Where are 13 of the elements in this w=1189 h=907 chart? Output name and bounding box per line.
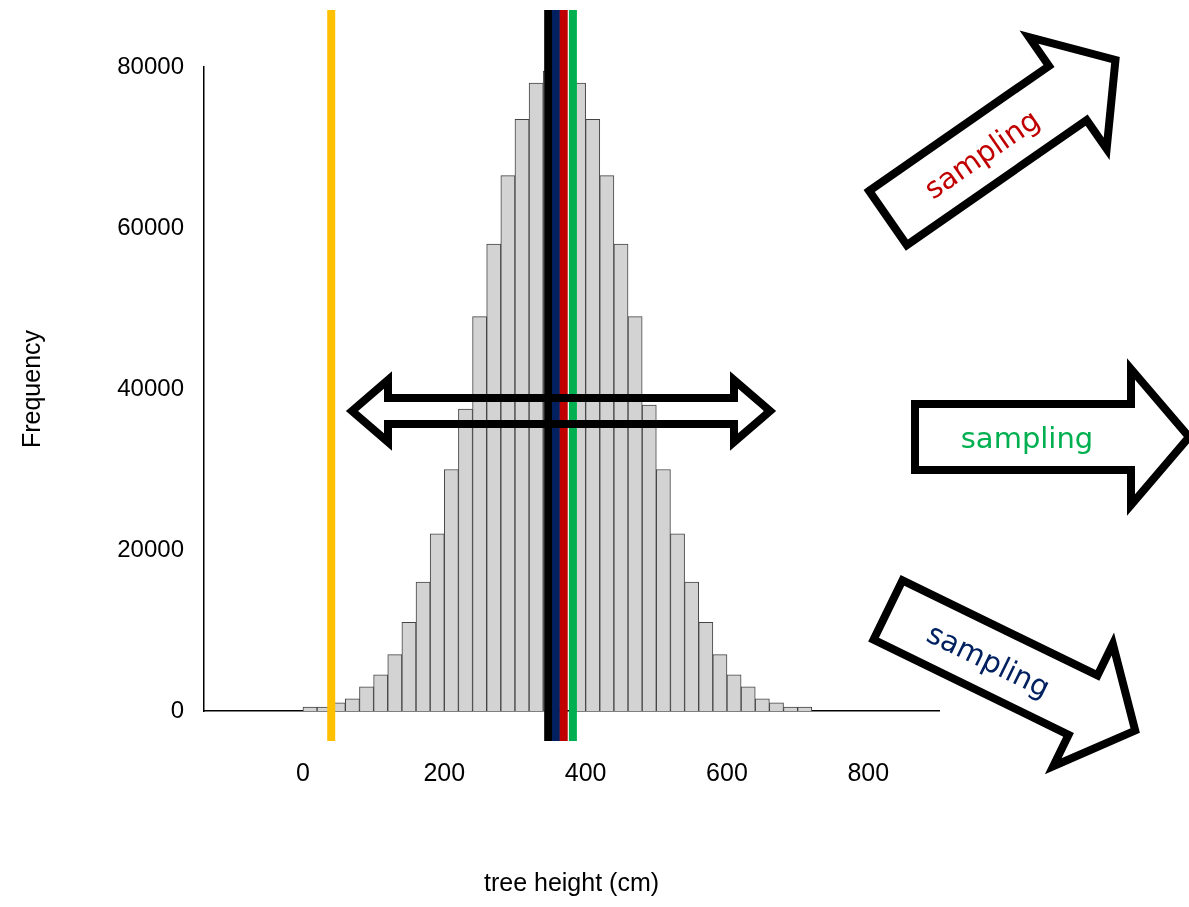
y-tick-label: 60000 (117, 212, 184, 240)
y-tick-label: 40000 (117, 373, 184, 401)
text: sampling (960, 421, 1094, 455)
y-tick-label: 0 (170, 695, 184, 723)
x-tick-label: 200 (423, 757, 466, 786)
x-tick-label: 0 (295, 757, 310, 786)
x-tick-label: 400 (564, 757, 607, 786)
x-tick-label: 800 (847, 757, 890, 786)
x-tick-label: 600 (706, 757, 748, 786)
x-axis-title: tree height (cm) (483, 867, 660, 896)
y-axis-title: Frequency (16, 329, 45, 449)
y-tick-label: 20000 (117, 534, 184, 562)
y-tick-label: 80000 (117, 51, 184, 79)
